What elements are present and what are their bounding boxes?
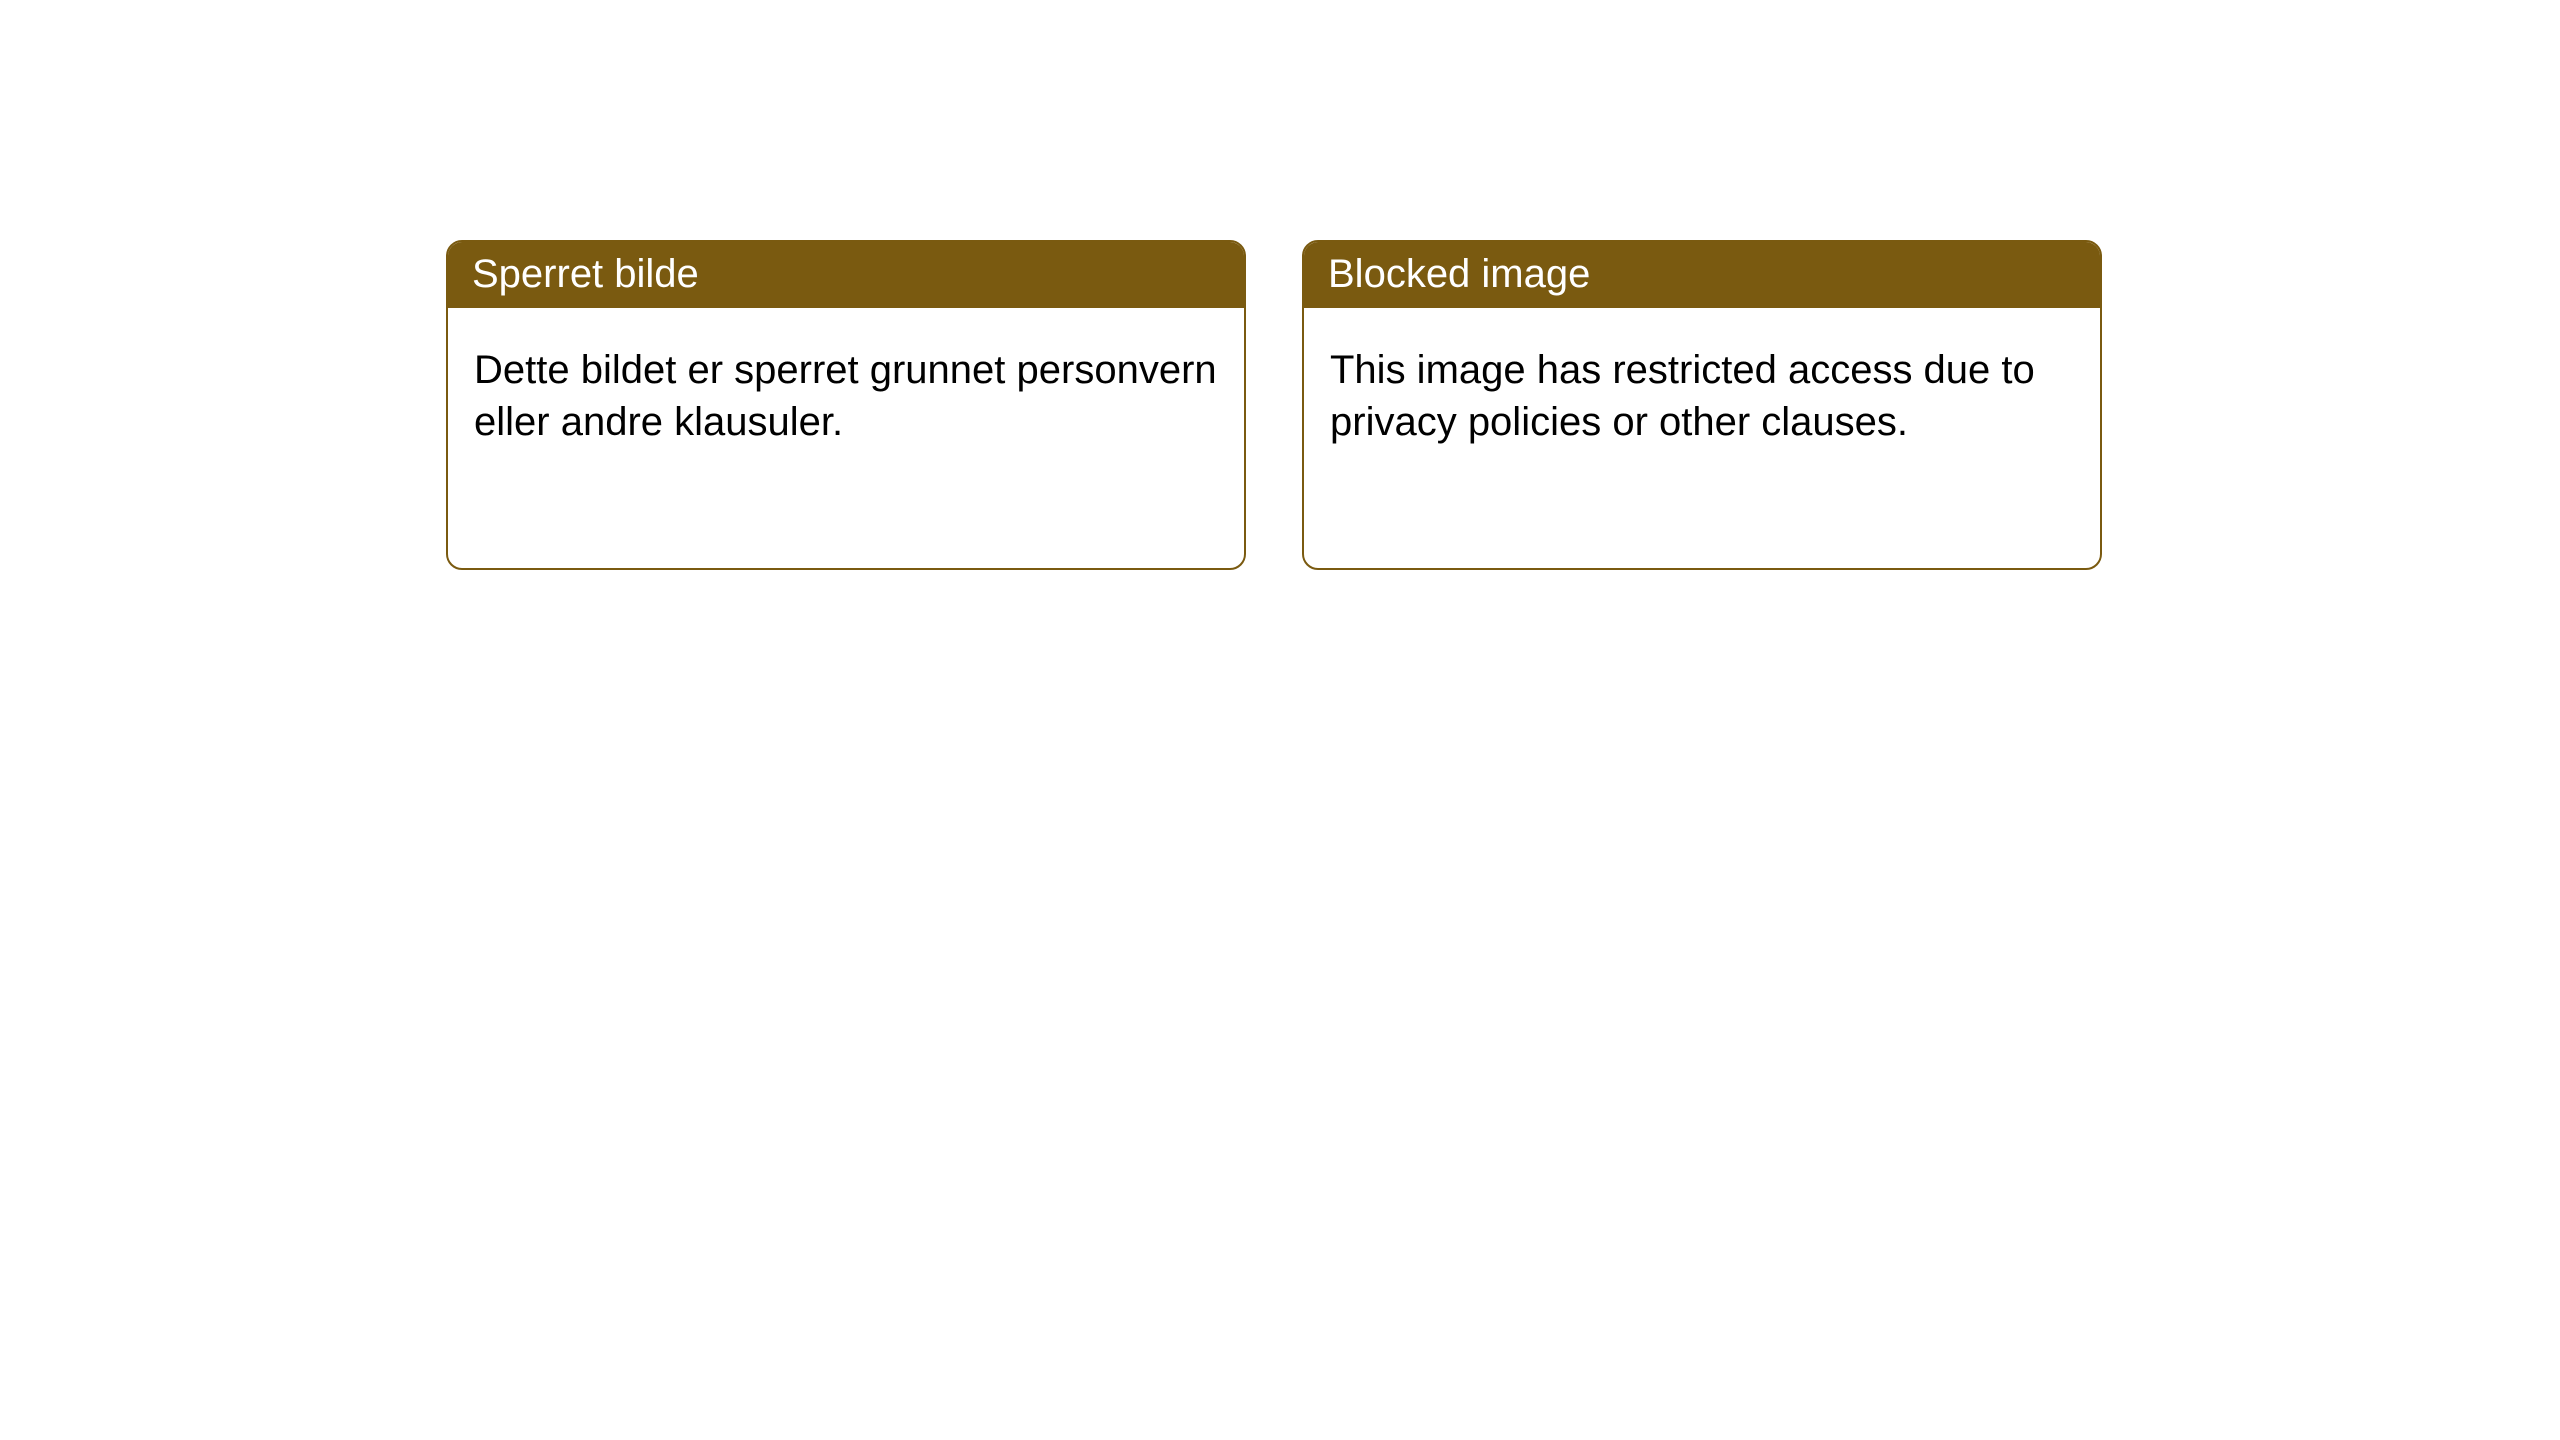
notice-container: Sperret bilde Dette bildet er sperret gr… [0, 0, 2560, 570]
blocked-image-card-en: Blocked image This image has restricted … [1302, 240, 2102, 570]
blocked-image-card-no: Sperret bilde Dette bildet er sperret gr… [446, 240, 1246, 570]
card-header-en: Blocked image [1304, 242, 2100, 308]
card-body-no: Dette bildet er sperret grunnet personve… [448, 308, 1244, 484]
card-header-no: Sperret bilde [448, 242, 1244, 308]
card-body-en: This image has restricted access due to … [1304, 308, 2100, 484]
